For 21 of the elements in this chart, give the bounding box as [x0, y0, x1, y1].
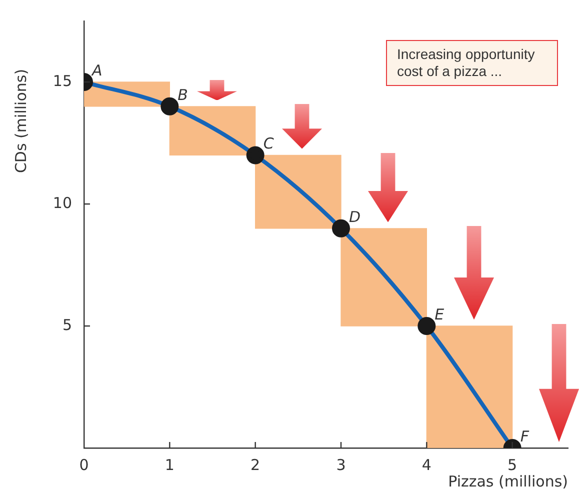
annotation: F: [520, 427, 530, 446]
x-axis-title: Pizzas (millions): [448, 472, 568, 490]
y-axis-title: CDs (millions): [12, 68, 30, 174]
x-tick-label: 0: [79, 456, 89, 474]
annotation: E: [434, 305, 445, 324]
annotation: Increasing opportunity cost of a pizza ...: [386, 40, 558, 86]
x-tick-label: 1: [164, 456, 174, 474]
x-tick-label: 5: [508, 456, 518, 474]
annotation: B: [178, 86, 188, 104]
annotation: A: [91, 61, 102, 80]
y-tick-label: 10: [52, 194, 72, 212]
annotation: C: [263, 134, 274, 153]
x-tick-label: 3: [336, 456, 346, 474]
bar: [255, 154, 342, 229]
y-tick-label: 5: [62, 316, 72, 334]
bar: [340, 228, 427, 326]
x-tick-label: 4: [422, 456, 432, 474]
annotation: D: [348, 208, 361, 226]
y-tick-label: 15: [52, 72, 72, 90]
bar: [426, 326, 513, 448]
x-tick-label: 2: [250, 456, 260, 474]
